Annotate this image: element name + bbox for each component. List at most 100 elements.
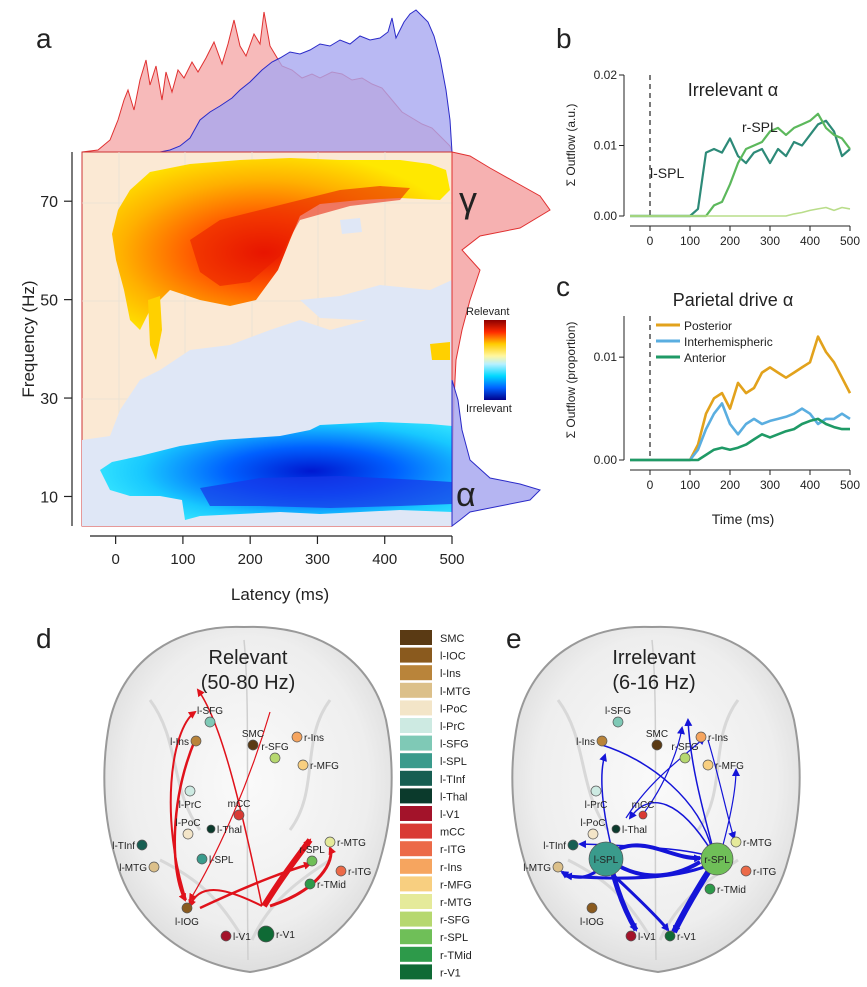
c-xtick-label-500: 500: [840, 478, 860, 492]
a-ytick-label-50: 50: [40, 293, 58, 310]
panel-letter-b: b: [556, 23, 572, 54]
e-node-r-sfg: [679, 752, 691, 764]
d-node-label-l-spl: l-SPL: [209, 855, 234, 866]
e-node-label-l-spl: l-SPL: [594, 855, 619, 866]
a-ytick-label-30: 30: [40, 391, 58, 408]
region-legend-label-l-ioc: l-IOC: [440, 651, 466, 663]
panel-c: c Parietal drive α Σ Outflow (proportion…: [556, 271, 860, 527]
region-legend-swatch-r-ins: [400, 858, 432, 874]
d-node-l-v1: [220, 930, 232, 942]
alpha-symbol: α: [456, 476, 476, 514]
d-node-r-mfg: [297, 759, 309, 771]
region-legend-label-r-mtg: r-MTG: [440, 897, 472, 909]
c-series-line-anterior: [630, 417, 850, 462]
c-legend-label-posterior: Posterior: [684, 319, 732, 333]
region-legend-label-l-spl: l-SPL: [440, 756, 467, 768]
e-node-label-l-poc: l-PoC: [580, 818, 605, 829]
e-node-label-mcc: mCC: [632, 800, 655, 811]
region-legend-swatch-r-sfg: [400, 911, 432, 927]
region-legend-label-r-ins: r-Ins: [440, 862, 463, 874]
d-node-r-itg: [335, 865, 347, 877]
panel-b: b Irrelevant α Σ Outflow (a.u.) 0.00 0.01…: [556, 23, 860, 248]
c-ytick-label-0: 0.00: [594, 453, 618, 467]
heatmap-irrelevant-blob-core: [200, 476, 452, 508]
brain-outline-e: [511, 625, 801, 974]
heatmap: [81, 151, 453, 527]
panel-d-arrows: [169, 688, 336, 910]
colorbar-gradient: [484, 320, 506, 400]
e-node-l-sfg: [612, 716, 624, 728]
a-xtick-label-0: 0: [111, 551, 119, 568]
d-node-l-tinf: [136, 839, 148, 851]
e-node-r-tmid: [704, 883, 716, 895]
a-xtick-label-100: 100: [170, 551, 195, 568]
heatmap-relevant-spot: [430, 342, 450, 360]
e-node-label-l-mtg: l-MTG: [523, 863, 551, 874]
panel-d-title-line1: Relevant: [209, 647, 288, 669]
region-legend-swatch-l-v1: [400, 806, 432, 821]
region-legend-label-mcc: mCC: [440, 827, 465, 839]
d-node-label-l-iog: l-IOG: [175, 917, 199, 928]
e-node-r-mfg: [702, 759, 714, 771]
c-series-line-interhemispheric: [630, 402, 851, 462]
e-node-label-r-spl: r-SPL: [704, 855, 730, 866]
e-node-label-l-iog: l-IOG: [580, 917, 604, 928]
e-node-r-spl: [700, 842, 734, 876]
d-node-label-r-itg: r-ITG: [348, 867, 372, 878]
region-legend-label-smc: SMC: [440, 633, 465, 645]
region-legend-swatch-l-prc: [400, 718, 432, 733]
e-node-label-l-ins: l-Ins: [576, 737, 595, 748]
region-legend-swatch-l-tinf: [400, 770, 432, 786]
region-legend-swatch-r-spl: [400, 929, 432, 945]
panel-a: a: [19, 9, 551, 604]
panel-c-xlabel: Time (ms): [712, 511, 774, 527]
panel-letter-e: e: [506, 623, 522, 654]
d-node-l-sfg: [204, 716, 216, 728]
region-legend-label-l-poc: l-PoC: [440, 703, 468, 715]
b-xtick-label-500: 500: [840, 234, 860, 248]
d-node-l-spl: [196, 853, 208, 865]
e-node-label-r-mfg: r-MFG: [715, 761, 744, 772]
d-node-l-mtg: [148, 861, 160, 873]
panel-d-title-line2: (50-80 Hz): [201, 672, 295, 694]
region-legend-swatch-r-tmid: [400, 946, 432, 962]
marginal-right-irrelevant: [451, 379, 541, 527]
e-node-r-itg: [740, 865, 752, 877]
panel-b-lspl-label: l-SPL: [650, 165, 684, 181]
c-ytick-label-0.01: 0.01: [594, 350, 618, 364]
panel-b-title: Irrelevant α: [688, 80, 778, 100]
c-xtick-label-300: 300: [760, 478, 780, 492]
b-series-line-l-spl: [630, 119, 851, 218]
b-xtick-label-300: 300: [760, 234, 780, 248]
e-node-label-r-itg: r-ITG: [753, 867, 777, 878]
region-legend-swatch-l-poc: [400, 700, 432, 716]
b-ytick-label-0: 0.00: [594, 209, 618, 223]
region-legend-label-r-itg: r-ITG: [440, 844, 466, 856]
e-node-label-r-ins: r-Ins: [708, 733, 728, 744]
d-node-label-mcc: mCC: [228, 799, 251, 810]
panel-e-title-line1: Irrelevant: [612, 647, 696, 669]
d-node-l-prc: [184, 785, 196, 797]
e-node-l-v1: [625, 930, 637, 942]
panel-b-rspl-label: r-SPL: [742, 119, 778, 135]
e-node-label-l-sfg: l-SFG: [605, 706, 631, 717]
heatmap-relevant-core: [190, 186, 410, 286]
d-node-label-r-ins: r-Ins: [304, 733, 324, 744]
panel-c-title: Parietal drive α: [673, 290, 793, 310]
marginal-top-irrelevant: [82, 9, 453, 153]
a-xtick-label-200: 200: [238, 551, 263, 568]
region-legend-swatch-l-ioc: [400, 647, 432, 663]
a-xtick-label-500: 500: [439, 551, 464, 568]
d-node-label-r-spl: r-SPL: [299, 845, 325, 856]
c-xtick-label-200: 200: [720, 478, 740, 492]
heatmap-pale-blue-top: [340, 218, 362, 234]
d-node-r-mtg: [324, 836, 336, 848]
d-node-l-ins: [190, 735, 202, 747]
e-node-r-mtg: [730, 836, 742, 848]
region-legend-swatch-r-itg: [400, 841, 432, 857]
d-node-smc: [247, 739, 259, 751]
panel-letter-a: a: [36, 23, 52, 54]
d-node-mcc: [233, 809, 245, 821]
e-node-label-smc: SMC: [646, 729, 668, 740]
